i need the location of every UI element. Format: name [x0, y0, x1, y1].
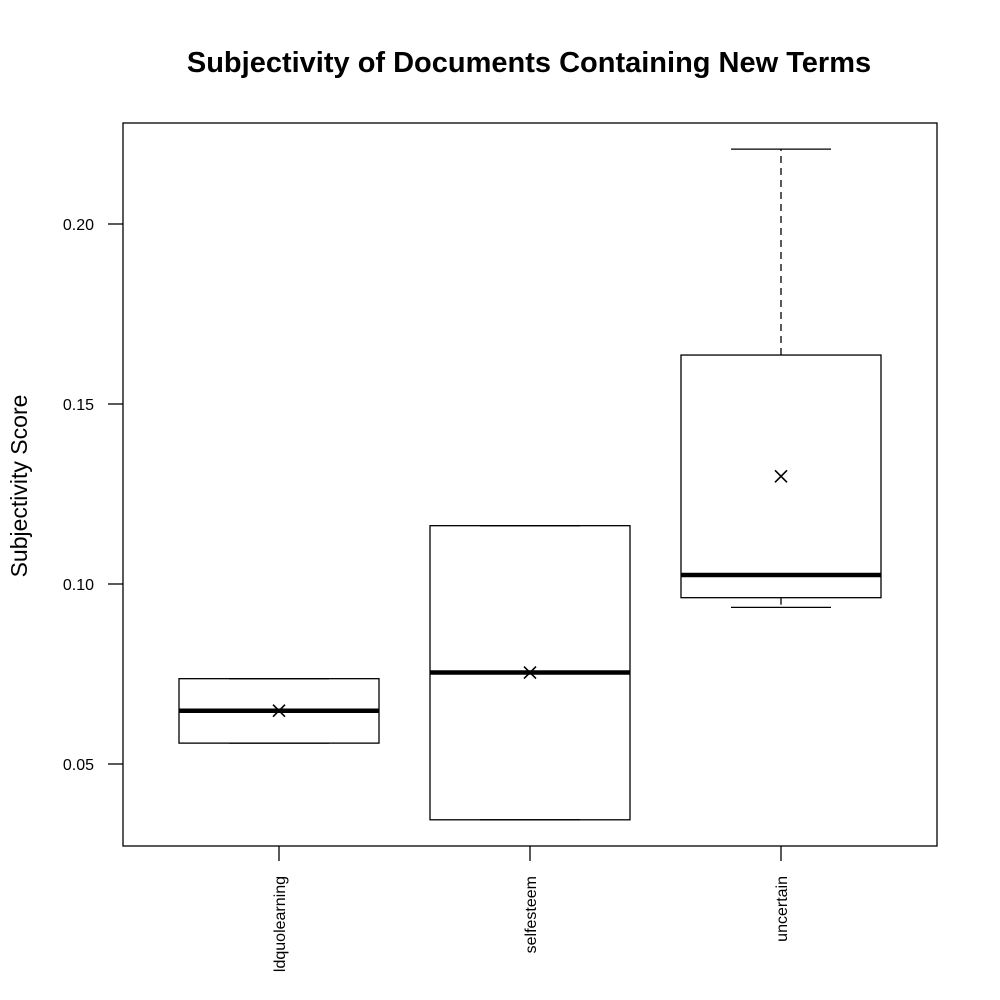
mean-marker-uncertain [774, 469, 788, 483]
x-tick-label-ldquolearning: ldquolearning [272, 876, 289, 972]
plot-frame [122, 122, 938, 847]
mean-marker-stroke-1 [523, 665, 537, 680]
mean-marker-ldquolearning [272, 704, 286, 718]
chart-title: Subjectivity of Documents Containing New… [187, 47, 871, 79]
x-tick-label-uncertain: uncertain [774, 876, 791, 942]
box-uncertain [680, 354, 882, 599]
y-tick-label-0: 0.05 [63, 757, 94, 774]
x-tick-label-selfesteem: selfesteem [523, 876, 540, 953]
y-tick-label-3: 0.20 [63, 217, 94, 234]
chart-marks: 0.05 0.10 0.15 0.20 ldquolearning selfesteem u… [63, 148, 882, 972]
mean-marker-stroke-1 [272, 704, 286, 718]
y-axis-label: Subjectivity Score [6, 395, 32, 578]
mean-marker-stroke-1 [774, 469, 788, 483]
y-tick-label-1: 0.10 [63, 577, 94, 594]
mean-marker-selfesteem [523, 665, 537, 680]
y-tick-label-2: 0.15 [63, 397, 94, 414]
